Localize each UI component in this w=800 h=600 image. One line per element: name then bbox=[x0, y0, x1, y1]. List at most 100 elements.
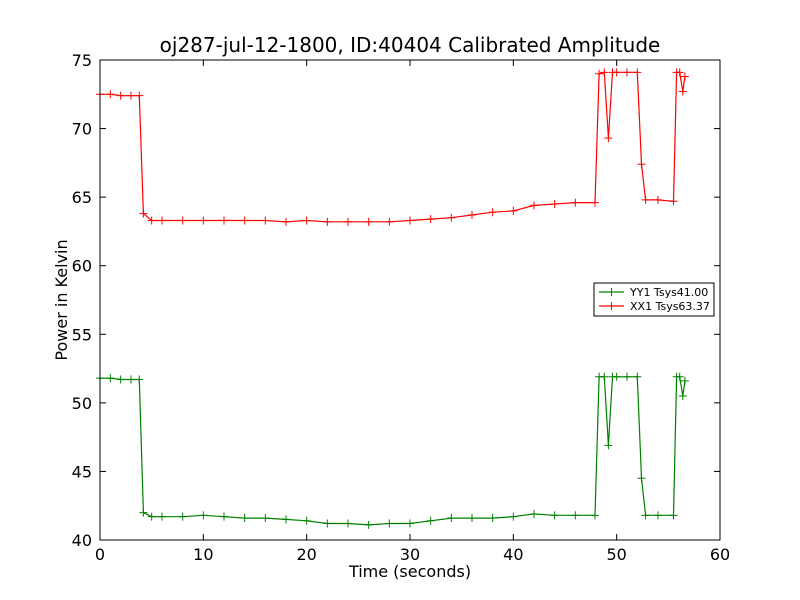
data-point bbox=[595, 69, 604, 78]
data-point bbox=[147, 512, 156, 521]
data-point bbox=[641, 195, 650, 204]
data-point bbox=[323, 519, 332, 528]
data-point bbox=[680, 376, 689, 385]
x-axis: 0 10 20 30 40 50 60 bbox=[95, 60, 730, 564]
data-point bbox=[178, 216, 187, 225]
data-point bbox=[612, 68, 621, 77]
data-point bbox=[604, 441, 613, 450]
data-point bbox=[240, 514, 249, 523]
data-point bbox=[282, 217, 290, 226]
x-tick-label: 60 bbox=[710, 545, 730, 564]
legend-marker bbox=[607, 302, 616, 310]
data-point bbox=[468, 514, 476, 523]
data-point bbox=[199, 511, 208, 520]
chart-title: oj287-jul-12-1800, ID:40404 Calibrated A… bbox=[160, 33, 661, 57]
data-point bbox=[139, 209, 148, 218]
data-point bbox=[637, 160, 646, 169]
data-point bbox=[178, 512, 187, 521]
y-tick-label: 50 bbox=[72, 394, 92, 413]
data-point bbox=[571, 511, 580, 520]
data-point bbox=[641, 511, 650, 520]
data-point bbox=[633, 372, 642, 381]
data-point bbox=[550, 511, 559, 520]
data-point bbox=[590, 198, 599, 207]
data-point bbox=[261, 514, 270, 523]
data-point bbox=[447, 514, 456, 523]
y-tick-label: 45 bbox=[72, 462, 92, 481]
data-point bbox=[302, 516, 311, 525]
y-axis-label: Power in Kelvin bbox=[52, 239, 71, 360]
data-point bbox=[220, 216, 228, 225]
data-point bbox=[426, 516, 435, 525]
data-point bbox=[406, 216, 414, 225]
data-point bbox=[158, 216, 166, 225]
data-point bbox=[127, 375, 135, 384]
data-point bbox=[344, 217, 352, 226]
data-point bbox=[680, 72, 689, 81]
x-tick-label: 20 bbox=[296, 545, 316, 564]
data-point bbox=[364, 520, 373, 529]
data-point bbox=[669, 197, 678, 206]
data-point bbox=[600, 372, 609, 381]
data-point bbox=[678, 392, 687, 400]
data-point bbox=[116, 91, 125, 100]
legend-box bbox=[593, 282, 715, 317]
data-point bbox=[302, 216, 311, 225]
data-point bbox=[199, 216, 208, 225]
y-tick-label: 40 bbox=[72, 531, 92, 550]
data-point bbox=[426, 215, 435, 224]
data-point bbox=[106, 374, 115, 383]
data-point bbox=[488, 514, 497, 523]
x-tick-label: 10 bbox=[193, 545, 213, 564]
data-point bbox=[550, 200, 559, 208]
data-point bbox=[669, 511, 678, 520]
data-point bbox=[364, 217, 373, 226]
x-axis-label: Time (seconds) bbox=[348, 562, 471, 581]
data-point bbox=[488, 208, 497, 217]
data-point bbox=[612, 372, 621, 381]
data-point bbox=[385, 519, 394, 528]
y-tick-label: 70 bbox=[72, 120, 92, 139]
x-tick-label: 0 bbox=[95, 545, 105, 564]
data-point bbox=[447, 213, 456, 222]
data-point bbox=[147, 216, 156, 225]
legend-label: YY1 Tsys41.00 bbox=[629, 286, 708, 299]
data-point bbox=[468, 210, 476, 219]
data-point bbox=[135, 375, 144, 384]
data-point bbox=[135, 91, 144, 100]
series-layer bbox=[96, 68, 689, 529]
data-point bbox=[678, 87, 687, 96]
data-point bbox=[344, 519, 352, 528]
data-point bbox=[633, 68, 642, 77]
data-point bbox=[654, 195, 662, 204]
data-point bbox=[675, 68, 684, 77]
y-tick-label: 55 bbox=[72, 325, 92, 344]
data-point bbox=[139, 508, 148, 517]
data-point bbox=[323, 217, 332, 226]
x-tick-label: 30 bbox=[400, 545, 420, 564]
x-tick-label: 50 bbox=[606, 545, 626, 564]
data-point bbox=[385, 217, 394, 226]
y-tick-label: 75 bbox=[72, 51, 92, 70]
data-point bbox=[127, 91, 135, 100]
data-point bbox=[604, 134, 613, 143]
data-point bbox=[406, 519, 414, 528]
legend-marker bbox=[607, 288, 616, 296]
data-point bbox=[675, 372, 684, 381]
data-point bbox=[623, 372, 631, 381]
data-point bbox=[637, 474, 646, 483]
legend-label: XX1 Tsys63.37 bbox=[630, 300, 710, 313]
data-point bbox=[116, 375, 125, 384]
data-point bbox=[220, 512, 228, 521]
data-point bbox=[654, 511, 662, 520]
data-point bbox=[282, 515, 290, 524]
data-point bbox=[509, 206, 518, 215]
data-point bbox=[571, 198, 580, 207]
data-point bbox=[261, 216, 270, 225]
x-tick-label: 40 bbox=[503, 545, 523, 564]
data-point bbox=[623, 68, 631, 77]
data-point bbox=[530, 201, 538, 210]
y-tick-label: 60 bbox=[72, 257, 92, 276]
data-point bbox=[106, 90, 115, 99]
